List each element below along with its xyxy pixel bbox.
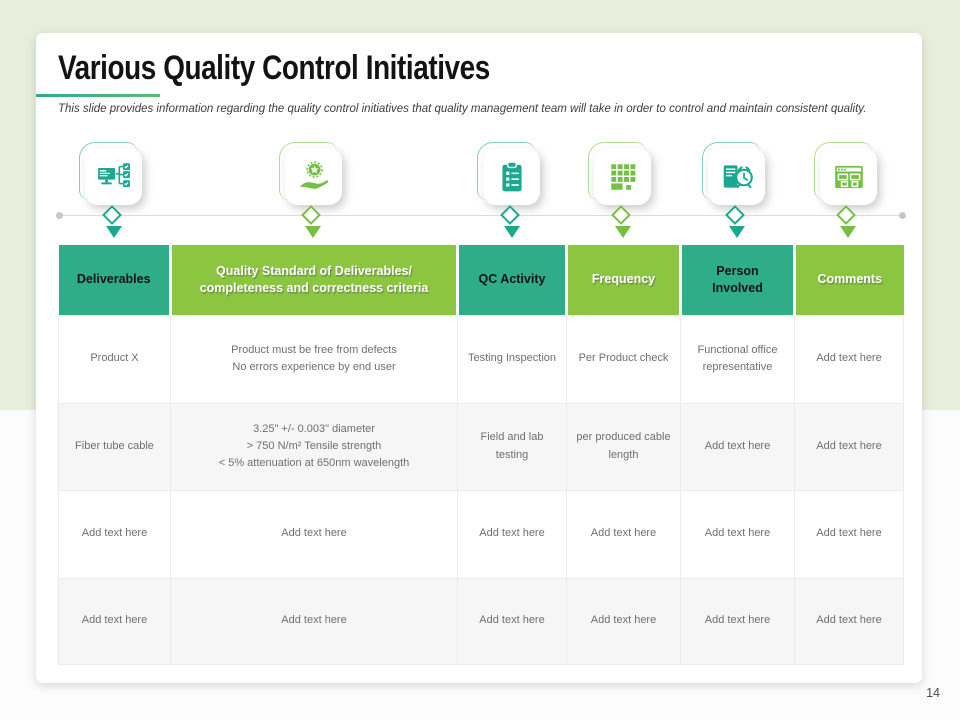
arrow-down-icon [106, 226, 122, 238]
clipboard-checklist-icon [501, 160, 522, 191]
table-cell: Add text here [457, 577, 567, 665]
column-header: QC Activity [456, 245, 567, 315]
diamond-icon [836, 205, 856, 225]
table-cell: Testing Inspection [457, 314, 567, 404]
table-row: Add text here Add text here Add text here A… [58, 577, 904, 665]
monitor-flowchart-icon [97, 162, 130, 187]
table-cell: Add text here [680, 402, 795, 491]
table-cell: Add text here [58, 489, 171, 579]
table-row: Fiber tube cable 3.25" +/- 0.003" diamete… [58, 402, 904, 491]
column-header: Frequency [565, 245, 681, 315]
table-cell: Add text here [566, 577, 681, 665]
table-cell: Add text here [794, 489, 904, 579]
table-cell: Add text here [680, 577, 795, 665]
data-grid-icon [610, 163, 635, 190]
table-cell: Field and lab testing [457, 402, 567, 491]
table-cell: Add text here [58, 577, 171, 665]
arrow-down-icon [840, 226, 856, 238]
table-cell: Product must be free from defects No erro… [170, 314, 458, 404]
table-cell: Add text here [680, 489, 795, 579]
column-header: Comments [793, 245, 904, 315]
schedule-report-icon [723, 164, 753, 188]
column-header: Deliverables [58, 245, 171, 315]
icon-card-6 [814, 142, 877, 205]
table-cell: Add text here [170, 577, 458, 665]
diamond-icon [500, 205, 520, 225]
slide-card: Various Quality Control Initiatives This… [36, 33, 922, 683]
column-header: Person Involved [679, 245, 795, 315]
diamond-icon [611, 205, 631, 225]
table-row: Add text here Add text here Add text here A… [58, 489, 904, 579]
table-cell: Add text here [566, 489, 681, 579]
page-number: 14 [926, 686, 940, 700]
arrow-down-icon [729, 226, 745, 238]
browser-grid-icon [834, 165, 863, 188]
qc-initiatives-table: Deliverables Quality Standard of Delivera… [58, 245, 904, 665]
table-cell: Add text here [794, 402, 904, 491]
column-header: Quality Standard of Deliverables/complet… [169, 245, 458, 315]
icon-card-5 [702, 142, 765, 205]
table-row: Product X Product must be free from defec… [58, 314, 904, 404]
timeline-end-dot [899, 212, 906, 219]
diamond-icon [301, 205, 321, 225]
table-cell: Add text here [170, 489, 458, 579]
arrow-down-icon [504, 226, 520, 238]
arrow-down-icon [615, 226, 631, 238]
icon-card-3 [477, 142, 540, 205]
table-cell: 3.25" +/- 0.003" diameter > 750 N/m² Tens… [170, 402, 458, 491]
table-cell: Per Product check [566, 314, 681, 404]
icon-card-4 [588, 142, 651, 205]
diamond-icon [725, 205, 745, 225]
slide-subtitle: This slide provides information regardin… [58, 103, 867, 115]
table-cell: Functional office representative [680, 314, 795, 404]
timeline-line [60, 215, 902, 216]
icon-card-2 [279, 142, 342, 205]
title-underline [36, 94, 160, 97]
table-header-row: Deliverables Quality Standard of Delivera… [58, 245, 904, 315]
icon-card-1 [79, 142, 142, 205]
table-cell: per produced cable length [566, 402, 681, 491]
table-cell: Add text here [794, 577, 904, 665]
table-cell: Fiber tube cable [58, 402, 171, 491]
diamond-icon [102, 205, 122, 225]
table-cell: Add text here [794, 314, 904, 404]
table-cell: Product X [58, 314, 171, 404]
timeline-start-dot [56, 212, 63, 219]
hand-quality-badge-icon [299, 160, 328, 189]
table-cell: Add text here [457, 489, 567, 579]
arrow-down-icon [305, 226, 321, 238]
page-title: Various Quality Control Initiatives [58, 49, 490, 87]
